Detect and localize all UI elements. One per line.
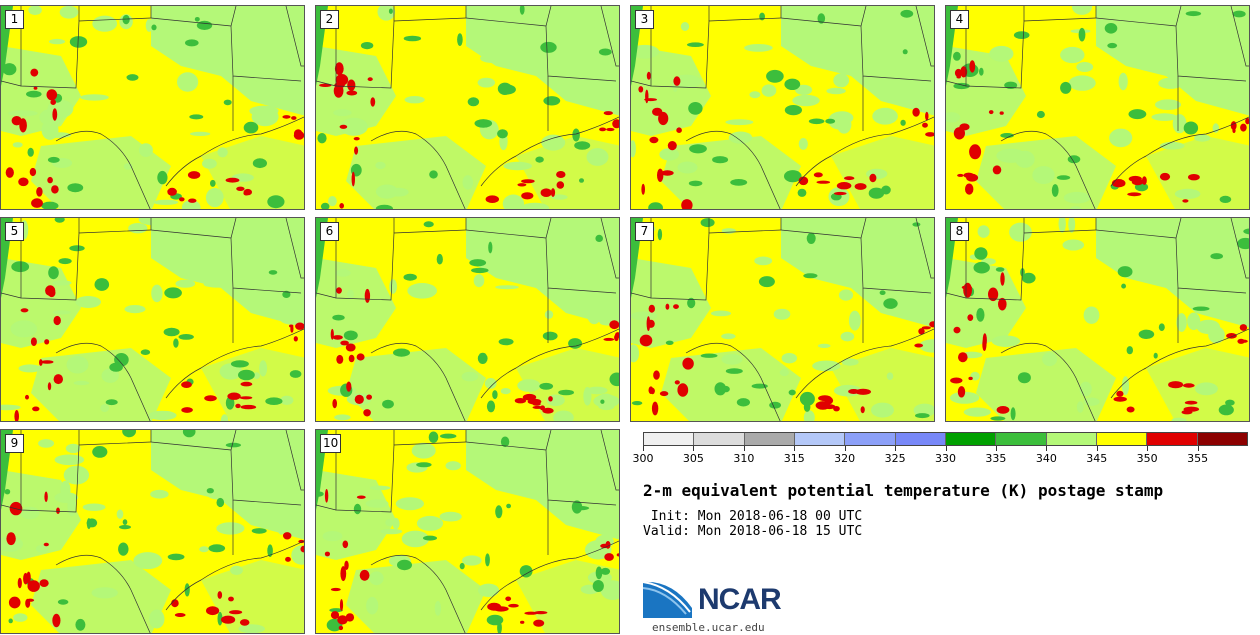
map-field bbox=[1, 218, 304, 421]
colorbar-tick bbox=[1197, 446, 1199, 451]
ensemble-member-panel: 7 bbox=[630, 217, 935, 422]
colorbar-swatch bbox=[895, 433, 946, 445]
map-field bbox=[631, 6, 934, 209]
colorbar-tick-label: 315 bbox=[783, 452, 805, 465]
init-time: Init: Mon 2018-06-18 00 UTC bbox=[643, 509, 863, 524]
colorbar-tick-label: 310 bbox=[733, 452, 755, 465]
colorbar-swatch bbox=[996, 433, 1047, 445]
colorbar-swatch bbox=[744, 433, 795, 445]
ensemble-member-panel: 1 bbox=[0, 5, 305, 210]
member-number-label: 5 bbox=[5, 222, 24, 241]
colorbar-tick-label: 355 bbox=[1187, 452, 1209, 465]
colorbar-swatch bbox=[945, 433, 997, 445]
colorbar-tick bbox=[693, 446, 695, 451]
member-number-label: 6 bbox=[320, 222, 339, 241]
colorbar-swatch bbox=[1147, 433, 1198, 445]
colorbar-tick bbox=[1096, 446, 1098, 451]
ensemble-member-panel: 6 bbox=[315, 217, 620, 422]
colorbar-tick-label: 335 bbox=[985, 452, 1007, 465]
ensemble-member-panel: 5 bbox=[0, 217, 305, 422]
member-number-label: 1 bbox=[5, 10, 24, 29]
ncar-logo-icon bbox=[642, 581, 692, 618]
member-number-label: 4 bbox=[950, 10, 969, 29]
colorbar-tick-label: 345 bbox=[1086, 452, 1108, 465]
colorbar-swatch bbox=[1197, 433, 1247, 445]
colorbar-tick bbox=[643, 446, 644, 451]
member-number-label: 10 bbox=[320, 434, 342, 453]
map-field bbox=[946, 6, 1249, 209]
ensemble-member-panel: 8 bbox=[945, 217, 1250, 422]
ncar-logo-text: NCAR bbox=[698, 583, 782, 616]
map-title: 2-m equivalent potential temperature (K)… bbox=[643, 481, 1164, 500]
colorbar-tick bbox=[1147, 446, 1149, 451]
ensemble-member-panel: 9 bbox=[0, 429, 305, 634]
colorbar-tick bbox=[945, 446, 947, 451]
colorbar-tick-label: 325 bbox=[884, 452, 906, 465]
colorbar-tick bbox=[794, 446, 796, 451]
colorbar bbox=[643, 432, 1248, 446]
map-field bbox=[316, 6, 619, 209]
colorbar-tick-label: 300 bbox=[632, 452, 654, 465]
colorbar-tick bbox=[1046, 446, 1048, 451]
ensemble-member-panel: 10 bbox=[315, 429, 620, 634]
colorbar-swatch bbox=[1046, 433, 1097, 445]
member-number-label: 3 bbox=[635, 10, 654, 29]
colorbar-tick-label: 350 bbox=[1136, 452, 1158, 465]
colorbar-tick-label: 305 bbox=[682, 452, 704, 465]
member-number-label: 9 bbox=[5, 434, 24, 453]
site-url: ensemble.ucar.edu bbox=[652, 621, 765, 634]
ensemble-member-panel: 2 bbox=[315, 5, 620, 210]
ensemble-member-panel: 4 bbox=[945, 5, 1250, 210]
colorbar-tick bbox=[995, 446, 997, 451]
member-number-label: 8 bbox=[950, 222, 969, 241]
colorbar-tick-label: 340 bbox=[1035, 452, 1057, 465]
colorbar-swatch bbox=[1096, 433, 1148, 445]
map-field bbox=[1, 6, 304, 209]
colorbar-swatch bbox=[845, 433, 896, 445]
colorbar-tick-label: 330 bbox=[935, 452, 956, 465]
map-field bbox=[946, 218, 1249, 421]
colorbar-swatch bbox=[794, 433, 846, 445]
colorbar-ticks: 300 305 310 315 320 325 330 335 340 345 350 355 bbox=[633, 446, 1248, 470]
member-number-label: 7 bbox=[635, 222, 654, 241]
colorbar-tick bbox=[844, 446, 846, 451]
colorbar-tick bbox=[743, 446, 745, 451]
ensemble-member-panel: 3 bbox=[630, 5, 935, 210]
colorbar-tick-label: 320 bbox=[834, 452, 856, 465]
colorbar-swatch bbox=[694, 433, 745, 445]
valid-time: Valid: Mon 2018-06-18 15 UTC bbox=[643, 524, 863, 539]
map-field bbox=[1, 430, 304, 633]
map-field bbox=[316, 430, 619, 633]
colorbar-tick bbox=[895, 446, 897, 451]
map-field bbox=[316, 218, 619, 421]
colorbar-swatch bbox=[644, 433, 695, 445]
map-field bbox=[631, 218, 934, 421]
member-number-label: 2 bbox=[320, 10, 339, 29]
